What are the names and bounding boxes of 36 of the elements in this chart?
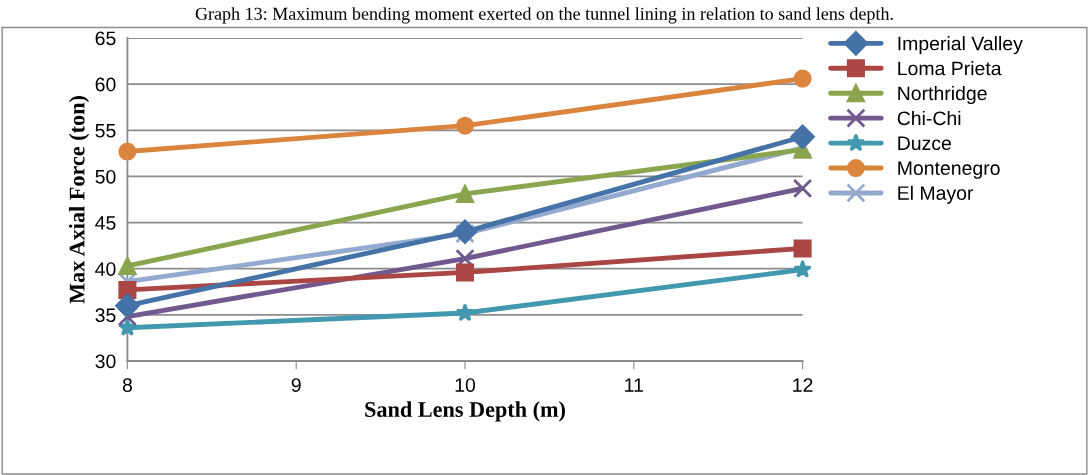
- legend-label: Imperial Valley: [898, 36, 1023, 55]
- x-tick-label: 12: [793, 378, 813, 392]
- legend-label: Duzce: [898, 136, 951, 151]
- chart-title: Graph 13: Maximum bending moment exerted on the tunnel lining in relation to sand lens depth.: [195, 7, 893, 24]
- point: [455, 263, 475, 282]
- point: [793, 239, 812, 258]
- y-tick-label: 35: [95, 308, 116, 323]
- y-tick-label: 45: [95, 216, 116, 230]
- point: [793, 259, 812, 278]
- point: [790, 124, 815, 149]
- x-tick-label: 11: [625, 378, 643, 392]
- legend-label: Loma Prieta: [898, 61, 1002, 76]
- point: [793, 69, 812, 88]
- y-tick-label: 55: [95, 123, 116, 138]
- y-tick-label: 50: [95, 169, 116, 184]
- point: [455, 116, 475, 135]
- y-axis-title: Max Axial Force (ton): [68, 96, 90, 304]
- point: [455, 303, 475, 322]
- y-tick-label: 30: [95, 354, 116, 369]
- point: [117, 306, 138, 327]
- point: [118, 256, 137, 275]
- x-tick-label: 8: [122, 378, 132, 392]
- point: [455, 184, 475, 203]
- legend-label: El Mayor: [898, 185, 974, 204]
- y-tick-label: 65: [95, 31, 116, 46]
- x-tick-label: 9: [291, 378, 301, 392]
- legend-label: Chi-Chi: [897, 110, 961, 126]
- y-tick-label: 60: [95, 77, 116, 92]
- x-tick-label: 10: [455, 378, 476, 392]
- point: [118, 142, 137, 161]
- y-tick-label: 40: [95, 262, 116, 276]
- point: [792, 178, 813, 199]
- legend-label: Montenegro: [898, 161, 1000, 179]
- legend-label: Northridge: [898, 85, 987, 105]
- point: [115, 293, 140, 318]
- x-axis-title: Sand Lens Depth (m): [365, 401, 565, 422]
